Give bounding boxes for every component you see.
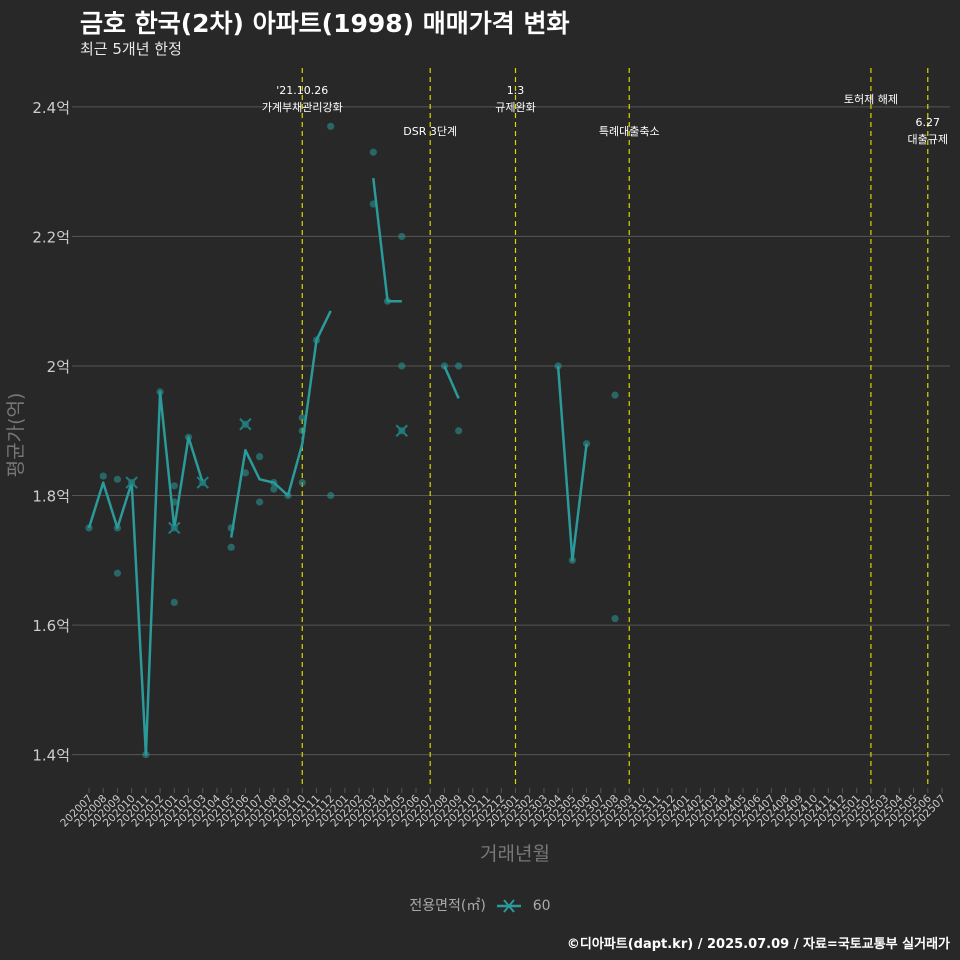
y-axis-title: 평균가(억) bbox=[5, 393, 27, 478]
event-label: 대출규제 bbox=[908, 133, 948, 146]
y-tick-label: 1.6억 bbox=[32, 617, 70, 635]
data-point bbox=[582, 440, 591, 448]
y-axis: 1.4억 1.6억 1.8억 2억 2.2억 2.4억 bbox=[32, 99, 78, 765]
x-marker bbox=[196, 476, 209, 489]
data-point bbox=[170, 598, 178, 606]
y-tick-label: 2억 bbox=[47, 358, 70, 376]
event-label: 가계부채관리강화 bbox=[262, 101, 343, 114]
data-point bbox=[99, 472, 107, 480]
event-label: 1.3 bbox=[507, 84, 525, 97]
data-point bbox=[170, 482, 178, 490]
x-marker bbox=[239, 418, 252, 431]
data-point bbox=[554, 362, 562, 370]
legend-entry-60: 60 bbox=[532, 898, 551, 914]
data-point bbox=[298, 478, 306, 487]
data-point bbox=[611, 391, 619, 399]
data-point bbox=[327, 122, 335, 130]
source-caption: ©디아파트(dapt.kr) / 2025.07.09 / 자료=국토교통부 실… bbox=[566, 937, 950, 952]
event-label: 규제완화 bbox=[495, 101, 535, 114]
series-line bbox=[87, 390, 204, 756]
data-point bbox=[227, 543, 235, 551]
grid-lines bbox=[78, 106, 950, 756]
data-point bbox=[113, 475, 122, 483]
y-tick-label: 1.4억 bbox=[32, 747, 70, 765]
event-label: 토허제 해제 bbox=[844, 92, 898, 106]
data-point bbox=[398, 362, 406, 370]
event-label: '21.10.26 bbox=[276, 84, 328, 97]
chart-subtitle: 최근 5개년 한정 bbox=[80, 40, 182, 58]
x-axis-title: 거래년월 bbox=[480, 843, 550, 865]
data-point bbox=[298, 414, 306, 422]
y-tick-label: 2.4억 bbox=[32, 99, 70, 117]
x-marker bbox=[125, 476, 138, 489]
price-series bbox=[85, 122, 619, 759]
data-point bbox=[241, 469, 249, 477]
x-marker bbox=[168, 521, 181, 535]
data-point bbox=[398, 232, 406, 241]
data-point bbox=[327, 491, 335, 500]
series-line bbox=[443, 365, 460, 399]
series-line bbox=[372, 177, 402, 303]
chart-title: 금호 한국(2차) 아파트(1998) 매매가격 변화 bbox=[80, 9, 570, 38]
legend-title: 전용면적(㎡) bbox=[409, 898, 486, 914]
y-tick-label: 1.8억 bbox=[32, 488, 70, 506]
data-point bbox=[270, 485, 278, 493]
event-label: 특례대출축소 bbox=[599, 125, 660, 138]
legend-swatch-icon bbox=[497, 899, 522, 913]
series-line bbox=[229, 310, 332, 538]
data-point bbox=[611, 614, 619, 623]
data-point bbox=[256, 453, 264, 461]
series-line bbox=[556, 365, 588, 562]
event-label: 6.27 bbox=[916, 116, 941, 129]
y-tick-label: 2.2억 bbox=[32, 228, 70, 246]
data-point bbox=[113, 569, 122, 577]
data-point bbox=[455, 362, 463, 370]
x-marker bbox=[395, 424, 408, 437]
event-label: DSR 3단계 bbox=[403, 125, 457, 138]
data-point bbox=[256, 498, 264, 506]
data-point bbox=[369, 148, 377, 156]
data-point bbox=[455, 427, 463, 435]
legend: 전용면적(㎡) 60 bbox=[0, 895, 960, 915]
x-axis: 2020072020082020092020102020112020122021… bbox=[58, 788, 948, 829]
